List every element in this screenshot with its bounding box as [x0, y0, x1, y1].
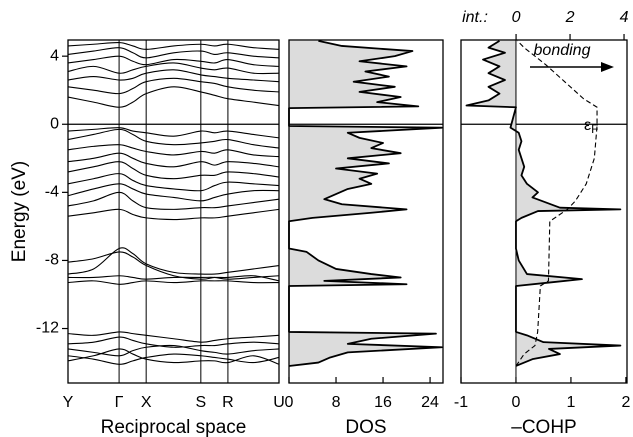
- band: [67, 275, 280, 280]
- x-tick-label: Y: [63, 394, 74, 411]
- band: [67, 280, 280, 285]
- band: [67, 41, 280, 50]
- x-tick-label: X: [141, 394, 152, 411]
- y-tick-label: 0: [50, 115, 59, 132]
- x-tick-label: 8: [332, 394, 341, 411]
- y-tick-label: -12: [36, 320, 59, 337]
- band: [67, 336, 280, 348]
- x-tick-label: 16: [374, 394, 392, 411]
- area-fill: [289, 40, 442, 366]
- band: [67, 331, 280, 343]
- y-axis-label: Energy (eV): [9, 161, 30, 262]
- curve: [465, 40, 622, 367]
- integrated-curve: [515, 40, 598, 367]
- bonding-arrow-head: [601, 62, 614, 72]
- band: [67, 55, 280, 67]
- x-tick-label: 0: [285, 394, 294, 411]
- x-tick-label: S: [195, 394, 206, 411]
- x-tick-label: R: [222, 394, 234, 411]
- band: [67, 47, 280, 59]
- fermi-subscript: F: [591, 122, 598, 136]
- band: [67, 152, 280, 168]
- y-tick-label: -8: [45, 252, 59, 269]
- x-tick-label: 0: [512, 394, 521, 411]
- band: [67, 208, 280, 221]
- area-fill: [466, 40, 621, 366]
- x-axis-label: –COHP: [511, 417, 576, 437]
- band: [67, 77, 280, 95]
- x-tick-label: 24: [421, 394, 439, 411]
- bonding-label: bonding: [534, 42, 591, 59]
- x-axis-label: DOS: [345, 417, 386, 437]
- band: [67, 144, 280, 158]
- band: [67, 247, 280, 275]
- panel-frame: [460, 39, 628, 384]
- band: [67, 183, 280, 202]
- fermi-label: εF: [584, 117, 598, 136]
- x-tick-label: U: [273, 394, 285, 411]
- x-tick-label: 2: [621, 394, 630, 411]
- x2-tick-label: 4: [620, 9, 629, 26]
- band: [67, 173, 280, 192]
- x-axis-label: Reciprocal space: [101, 417, 247, 437]
- fermi-symbol: ε: [584, 117, 591, 134]
- band: [67, 348, 280, 365]
- band: [67, 86, 280, 108]
- x-tick-label: -1: [454, 394, 468, 411]
- panel-frame: [288, 39, 444, 384]
- band: [67, 161, 280, 180]
- band: [67, 127, 280, 139]
- band: [67, 62, 280, 75]
- band: [67, 344, 280, 357]
- x-tick-label: 1: [566, 394, 575, 411]
- y-tick-label: 4: [50, 47, 59, 64]
- x2-tick-label: 0: [512, 9, 521, 26]
- band: [67, 191, 280, 210]
- band: [67, 128, 280, 149]
- x2-tick-label: 2: [565, 9, 575, 26]
- band: [67, 69, 280, 83]
- x-tick-label: Γ: [115, 394, 124, 411]
- y-tick-label: -4: [45, 184, 59, 201]
- x2-axis-label: int.:: [462, 9, 488, 26]
- band: [67, 251, 280, 282]
